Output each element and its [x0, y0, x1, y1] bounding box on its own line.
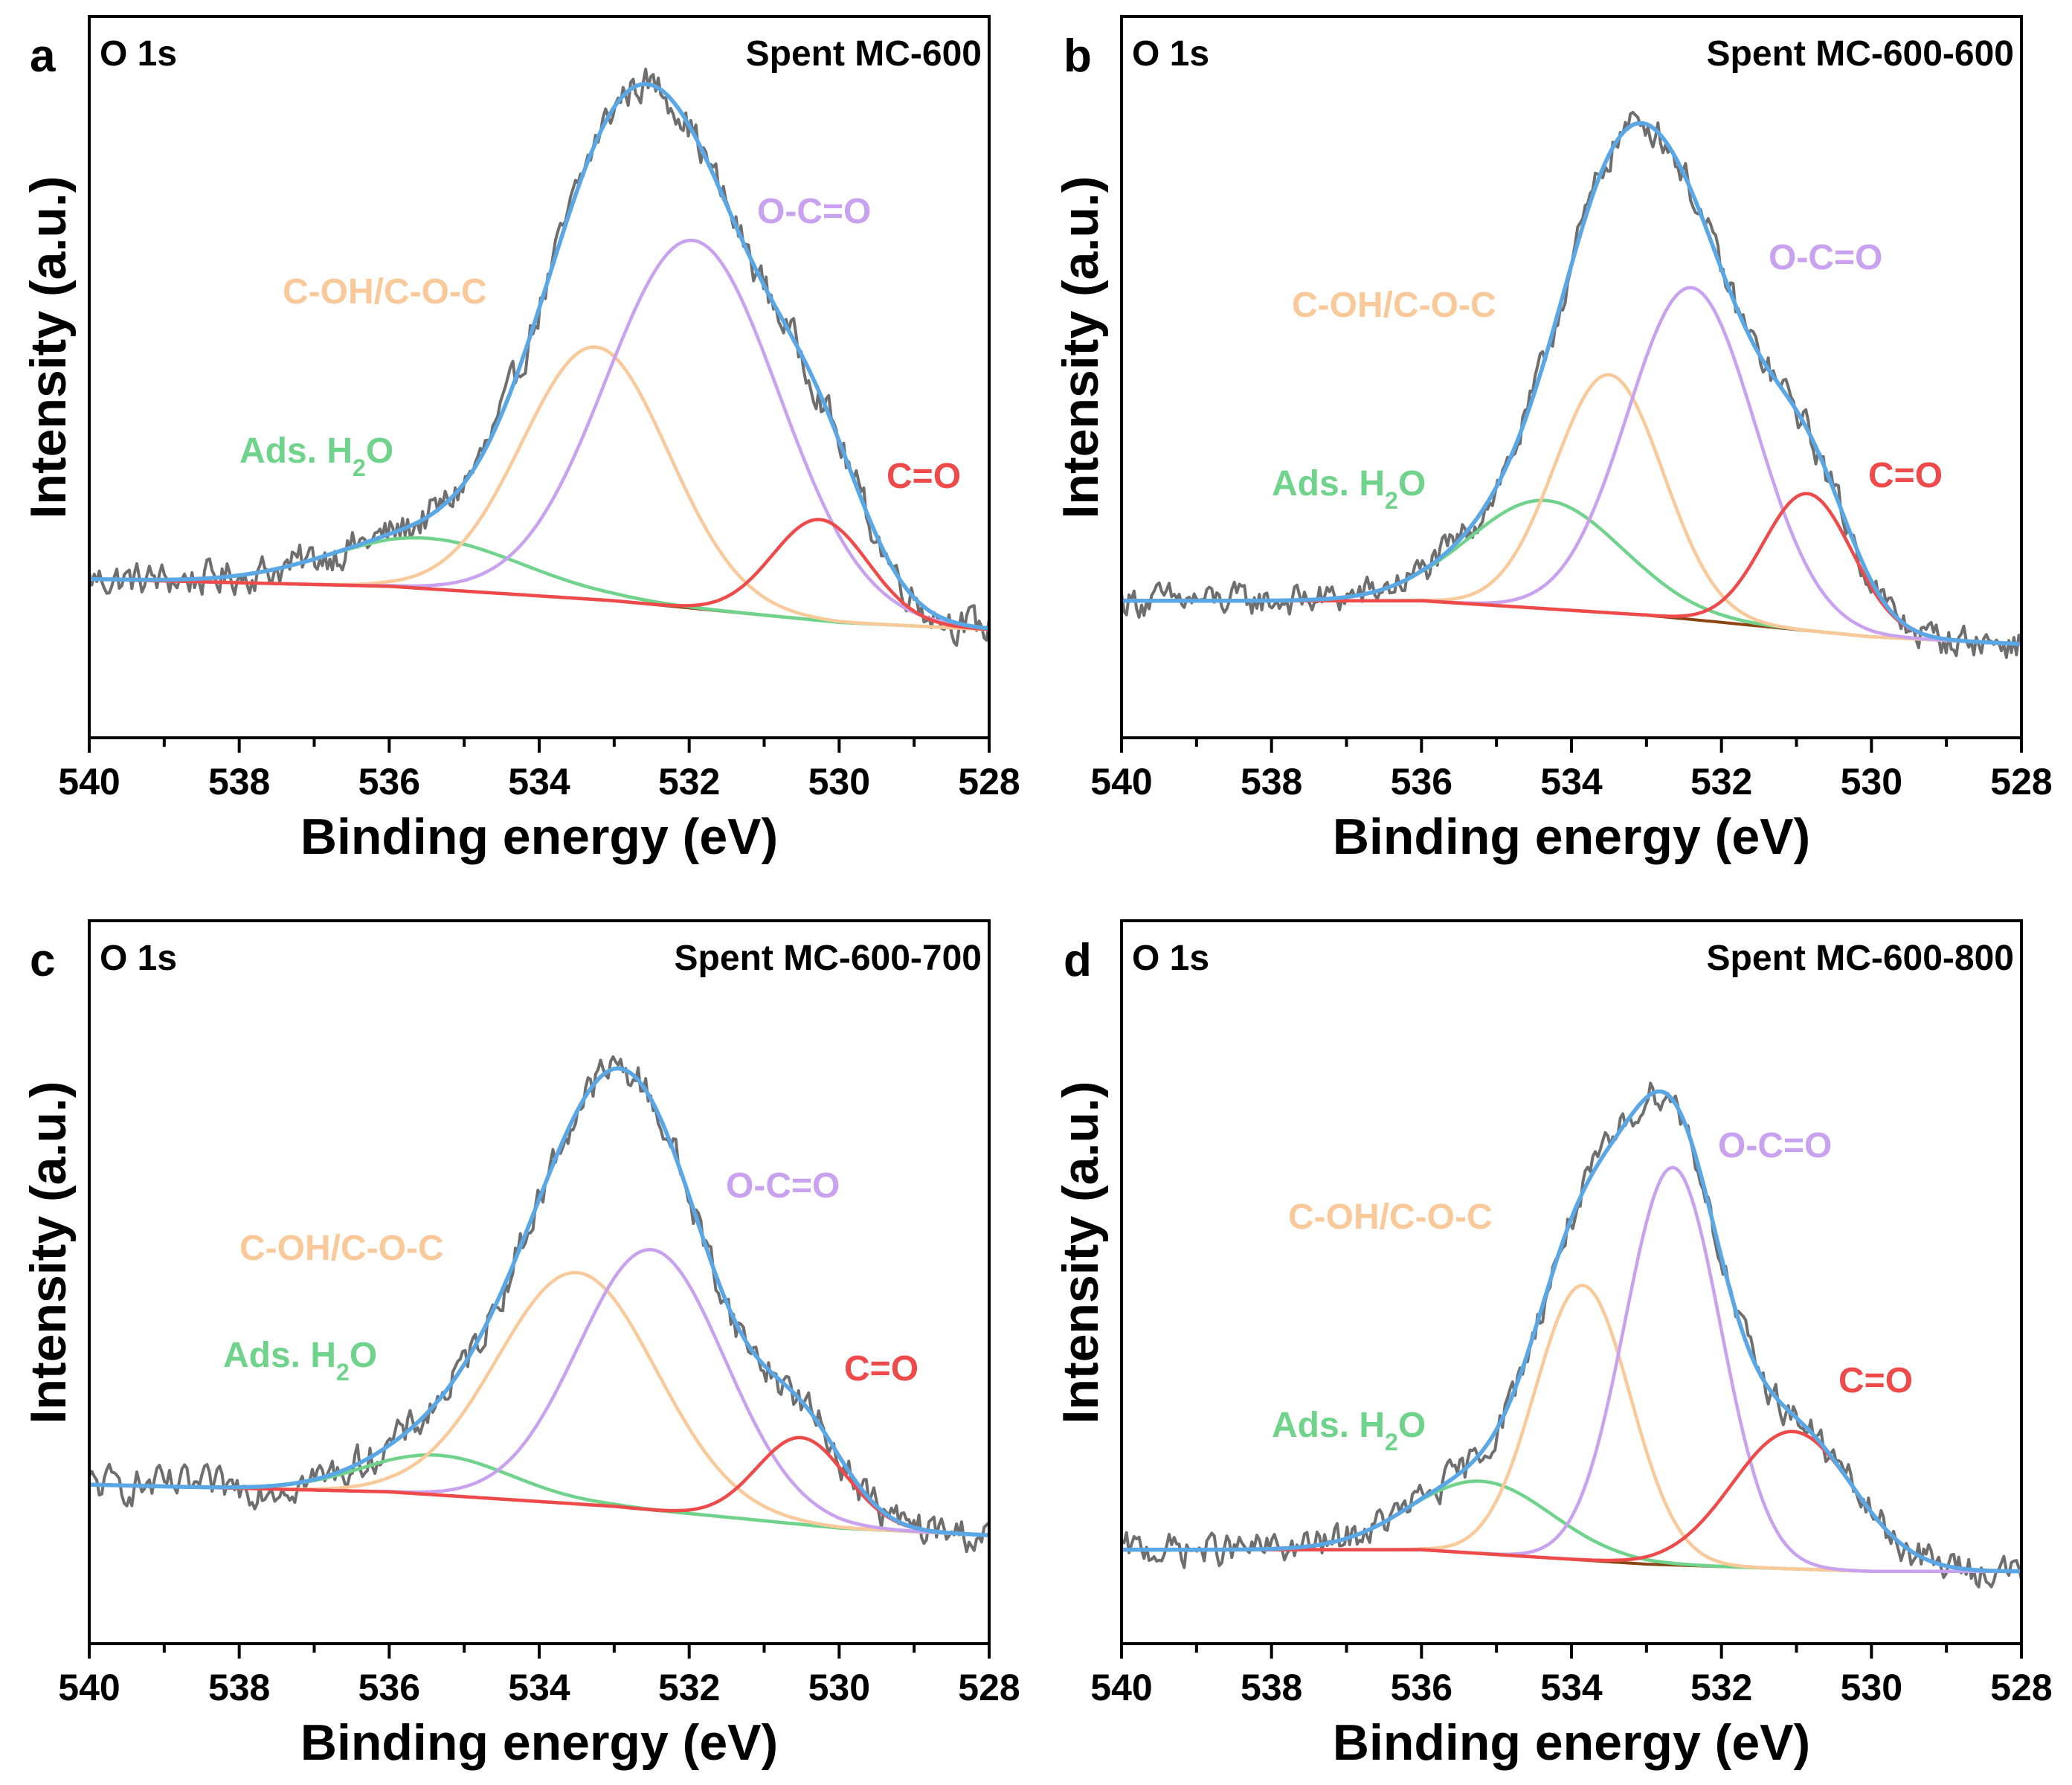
component-c-o-a: [89, 518, 989, 631]
peak-label-co-c: C=O: [844, 1349, 918, 1389]
panel-letter-b: b: [1064, 30, 1092, 82]
x-axis-title-c: Binding energy (eV): [300, 1714, 778, 1771]
peak-label-ads-c: Ads. H2O: [223, 1336, 377, 1386]
x-tick-label-c: 536: [358, 1667, 420, 1708]
y-axis-title-d: Intensity (a.u.): [1052, 1081, 1109, 1424]
peak-label-ads-d: Ads. H2O: [1272, 1406, 1426, 1456]
fit-envelope-a: [89, 82, 989, 631]
x-tick-label-a: 532: [658, 761, 720, 803]
x-axis-title-b: Binding energy (eV): [1333, 808, 1810, 865]
x-tick-label-a: 540: [58, 761, 120, 803]
sample-title-a: Spent MC-600: [746, 34, 982, 74]
raw-spectrum-b: [1122, 111, 2021, 659]
x-tick-label-c: 540: [58, 1667, 120, 1708]
x-tick-label-c: 528: [958, 1667, 1020, 1708]
plot-area-c: [89, 1055, 989, 1554]
peak-label-coh-d: C-OH/C-O-C: [1288, 1197, 1493, 1237]
panel-d: 540 538 536 534 532 530 528 Binding energy (eV)…: [1052, 919, 2053, 1771]
x-tick-label-c: 532: [658, 1667, 720, 1708]
element-label-b: O 1s: [1132, 34, 1209, 74]
x-tick-label-a: 538: [208, 761, 270, 803]
peak-label-ads-a: Ads. H2O: [239, 431, 393, 481]
peak-label-coh-b: C-OH/C-O-C: [1292, 286, 1496, 325]
peak-label-ads-b: Ads. H2O: [1272, 464, 1426, 514]
plot-frame-b: [1120, 15, 2023, 739]
x-axis-title-a: Binding energy (eV): [300, 808, 778, 865]
x-tick-label-a: 530: [808, 761, 870, 803]
x-tick-label-b: 528: [1990, 761, 2052, 803]
peak-label-coh-a: C-OH/C-O-C: [283, 272, 487, 312]
y-axis-title-c: Intensity (a.u.): [20, 1081, 77, 1424]
y-axis-title-b: Intensity (a.u.): [1052, 176, 1109, 519]
sample-title-c: Spent MC-600-700: [675, 939, 982, 978]
element-label-a: O 1s: [100, 34, 177, 74]
x-tick-label-b: 534: [1540, 761, 1603, 803]
panel-letter-d: d: [1064, 935, 1092, 986]
x-tick-label-b: 540: [1090, 761, 1152, 803]
sample-title-d: Spent MC-600-800: [1707, 939, 2014, 978]
x-tick-label-d: 538: [1241, 1667, 1302, 1708]
sample-title-b: Spent MC-600-600: [1707, 34, 2014, 74]
x-tick-label-d: 528: [1990, 1667, 2052, 1708]
x-tick-label-d: 540: [1090, 1667, 1152, 1708]
peak-label-oco-d: O-C=O: [1718, 1126, 1832, 1165]
panel-a: 540 538 536 534 532 530 528 Binding energy (eV)…: [20, 15, 1020, 865]
component-c-o-b: [1122, 492, 2021, 646]
plot-frame-a: [88, 15, 991, 739]
fit-envelope-d: [1122, 1089, 2021, 1574]
component-c-oh-a: [89, 345, 989, 631]
y-axis-title-a: Intensity (a.u.): [20, 176, 77, 519]
x-axis-title-d: Binding energy (eV): [1333, 1714, 1810, 1771]
x-tick-label-a: 528: [958, 761, 1020, 803]
peak-label-oco-c: O-C=O: [726, 1166, 840, 1206]
panel-letter-a: a: [30, 30, 56, 82]
x-tick-label-d: 530: [1841, 1667, 1902, 1708]
x-tick-label-b: 538: [1241, 761, 1302, 803]
x-tick-label-a: 536: [358, 761, 420, 803]
x-tick-label-b: 530: [1841, 761, 1902, 803]
fit-envelope-b: [1122, 120, 2021, 646]
raw-spectrum-d: [1122, 1081, 2021, 1589]
panel-letter-c: c: [30, 935, 55, 986]
x-tick-label-c: 534: [508, 1667, 570, 1708]
x-tick-label-b: 532: [1690, 761, 1752, 803]
x-tick-label-d: 534: [1540, 1667, 1603, 1708]
plot-area-b: [1122, 111, 2021, 659]
plot-area-d: [1122, 1081, 2021, 1589]
peak-label-oco-b: O-C=O: [1769, 238, 1882, 277]
peak-label-coh-c: C-OH/C-O-C: [239, 1229, 444, 1268]
x-tick-label-d: 532: [1690, 1667, 1752, 1708]
component-ads-h2o-b: [1122, 498, 2021, 646]
element-label-d: O 1s: [1132, 939, 1209, 978]
plot-area-a: [89, 68, 989, 647]
panel-c: 540 538 536 534 532 530 528 Binding energy (eV)…: [20, 919, 1020, 1771]
peak-label-oco-a: O-C=O: [757, 192, 871, 231]
peak-label-co-b: C=O: [1868, 456, 1943, 495]
x-tick-label-c: 530: [808, 1667, 870, 1708]
component-c-oh-c: [89, 1270, 989, 1537]
x-tick-label-d: 536: [1391, 1667, 1452, 1708]
x-tick-label-b: 536: [1391, 761, 1452, 803]
plot-frame-c: [88, 919, 991, 1645]
peak-label-co-a: C=O: [887, 457, 961, 496]
element-label-c: O 1s: [100, 939, 177, 978]
x-tick-label-c: 538: [208, 1667, 270, 1708]
panel-b: 540 538 536 534 532 530 528 Binding energy (eV)…: [1052, 15, 2053, 865]
x-tick-label-a: 534: [508, 761, 570, 803]
peak-label-co-d: C=O: [1838, 1361, 1913, 1400]
fit-envelope-c: [89, 1066, 989, 1537]
